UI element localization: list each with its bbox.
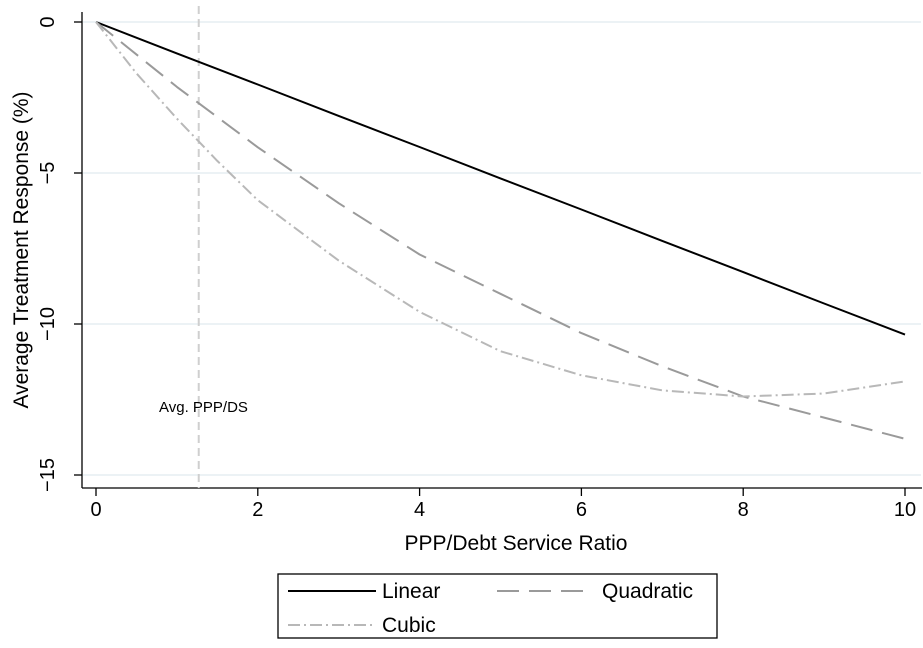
legend-label-cubic: Cubic — [382, 614, 436, 637]
tick-labels: 0 −5 −10 −15 0 2 4 6 8 10 — [37, 16, 916, 521]
gridlines — [83, 21, 921, 476]
annotation: Avg. PPP/DS — [159, 6, 248, 488]
avg-ppp-ds-label: Avg. PPP/DS — [159, 399, 248, 416]
axes — [74, 12, 922, 496]
legend-label-linear: Linear — [382, 580, 440, 603]
x-axis-title: PPP/Debt Service Ratio — [405, 532, 628, 555]
y-tick-label-3: −15 — [37, 458, 59, 492]
y-tick-label-2: −10 — [37, 307, 59, 341]
y-tick-label-1: −5 — [37, 162, 59, 185]
y-tick-label-0: 0 — [37, 16, 59, 27]
y-axis-title: Average Treatment Response (%) — [10, 91, 33, 408]
x-tick-label-5: 10 — [894, 499, 916, 521]
x-tick-label-1: 2 — [252, 499, 263, 521]
x-tick-label-0: 0 — [90, 499, 101, 521]
series-line-quadratic — [95, 21, 906, 440]
legend-label-quadratic: Quadratic — [602, 580, 693, 603]
x-tick-label-2: 4 — [414, 499, 425, 521]
x-tick-label-3: 6 — [576, 499, 587, 521]
legend-box — [277, 573, 718, 639]
legend: Linear Quadratic Cubic — [277, 573, 718, 639]
series-line-cubic — [95, 21, 906, 398]
series-line-linear — [95, 21, 906, 336]
x-tick-label-4: 8 — [738, 499, 749, 521]
series-lines — [95, 21, 906, 440]
